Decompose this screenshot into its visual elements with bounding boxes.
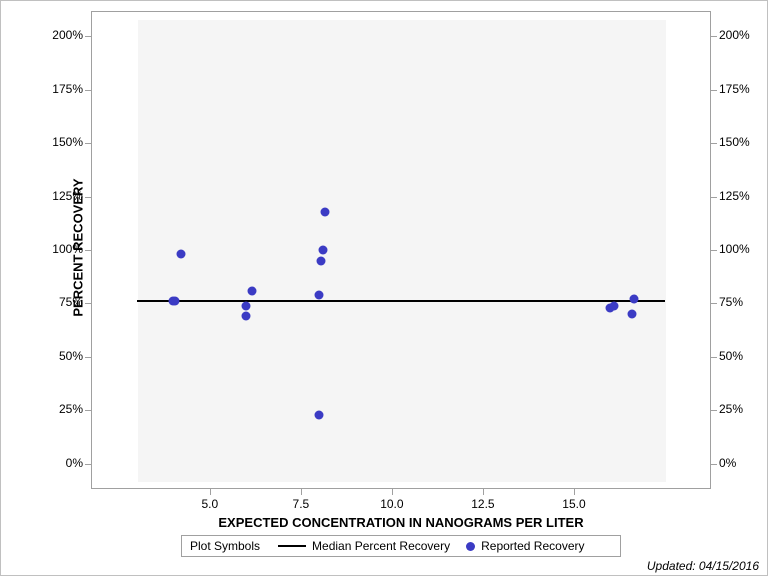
data-point [315,410,324,419]
data-point [242,312,251,321]
data-point [242,301,251,310]
legend: Plot Symbols Median Percent Recovery Rep… [181,535,621,557]
data-point [320,207,329,216]
x-tick-label: 12.5 [458,497,508,511]
y2-tick-label: 50% [719,349,763,363]
data-point [628,310,637,319]
y2-tick-label: 200% [719,28,763,42]
y-tick-label: 25% [43,402,83,416]
y2-tick-label: 150% [719,135,763,149]
legend-title: Plot Symbols [190,539,260,553]
plot-area [91,11,711,489]
y2-tick-label: 25% [719,402,763,416]
x-tick-label: 10.0 [367,497,417,511]
data-point [315,290,324,299]
x-axis-label: EXPECTED CONCENTRATION IN NANOGRAMS PER … [91,515,711,530]
data-point [610,301,619,310]
data-point [171,297,180,306]
y2-tick-label: 175% [719,82,763,96]
chart-container: PERCENT RECOVERY EXPECTED CONCENTRATION … [0,0,768,576]
y2-tick-label: 0% [719,456,763,470]
data-point [316,256,325,265]
legend-item-reported: Reported Recovery [481,539,584,553]
y-tick-label: 150% [43,135,83,149]
data-point [318,246,327,255]
y2-tick-label: 125% [719,189,763,203]
y-tick-label: 125% [43,189,83,203]
legend-dot-icon [466,542,475,551]
data-point [630,295,639,304]
y-tick-label: 100% [43,242,83,256]
updated-text: Updated: 04/15/2016 [647,559,759,573]
x-tick-label: 7.5 [276,497,326,511]
legend-item-median: Median Percent Recovery [312,539,450,553]
y-tick-label: 200% [43,28,83,42]
data-point [176,250,185,259]
y2-tick-label: 75% [719,295,763,309]
x-tick-label: 5.0 [185,497,235,511]
y-tick-label: 50% [43,349,83,363]
legend-line-icon [278,545,306,547]
y-tick-label: 175% [43,82,83,96]
median-line [137,300,665,302]
y2-tick-label: 100% [719,242,763,256]
data-point [247,286,256,295]
plot-inner [138,20,666,482]
y-tick-label: 0% [43,456,83,470]
y-tick-label: 75% [43,295,83,309]
x-tick-label: 15.0 [549,497,599,511]
